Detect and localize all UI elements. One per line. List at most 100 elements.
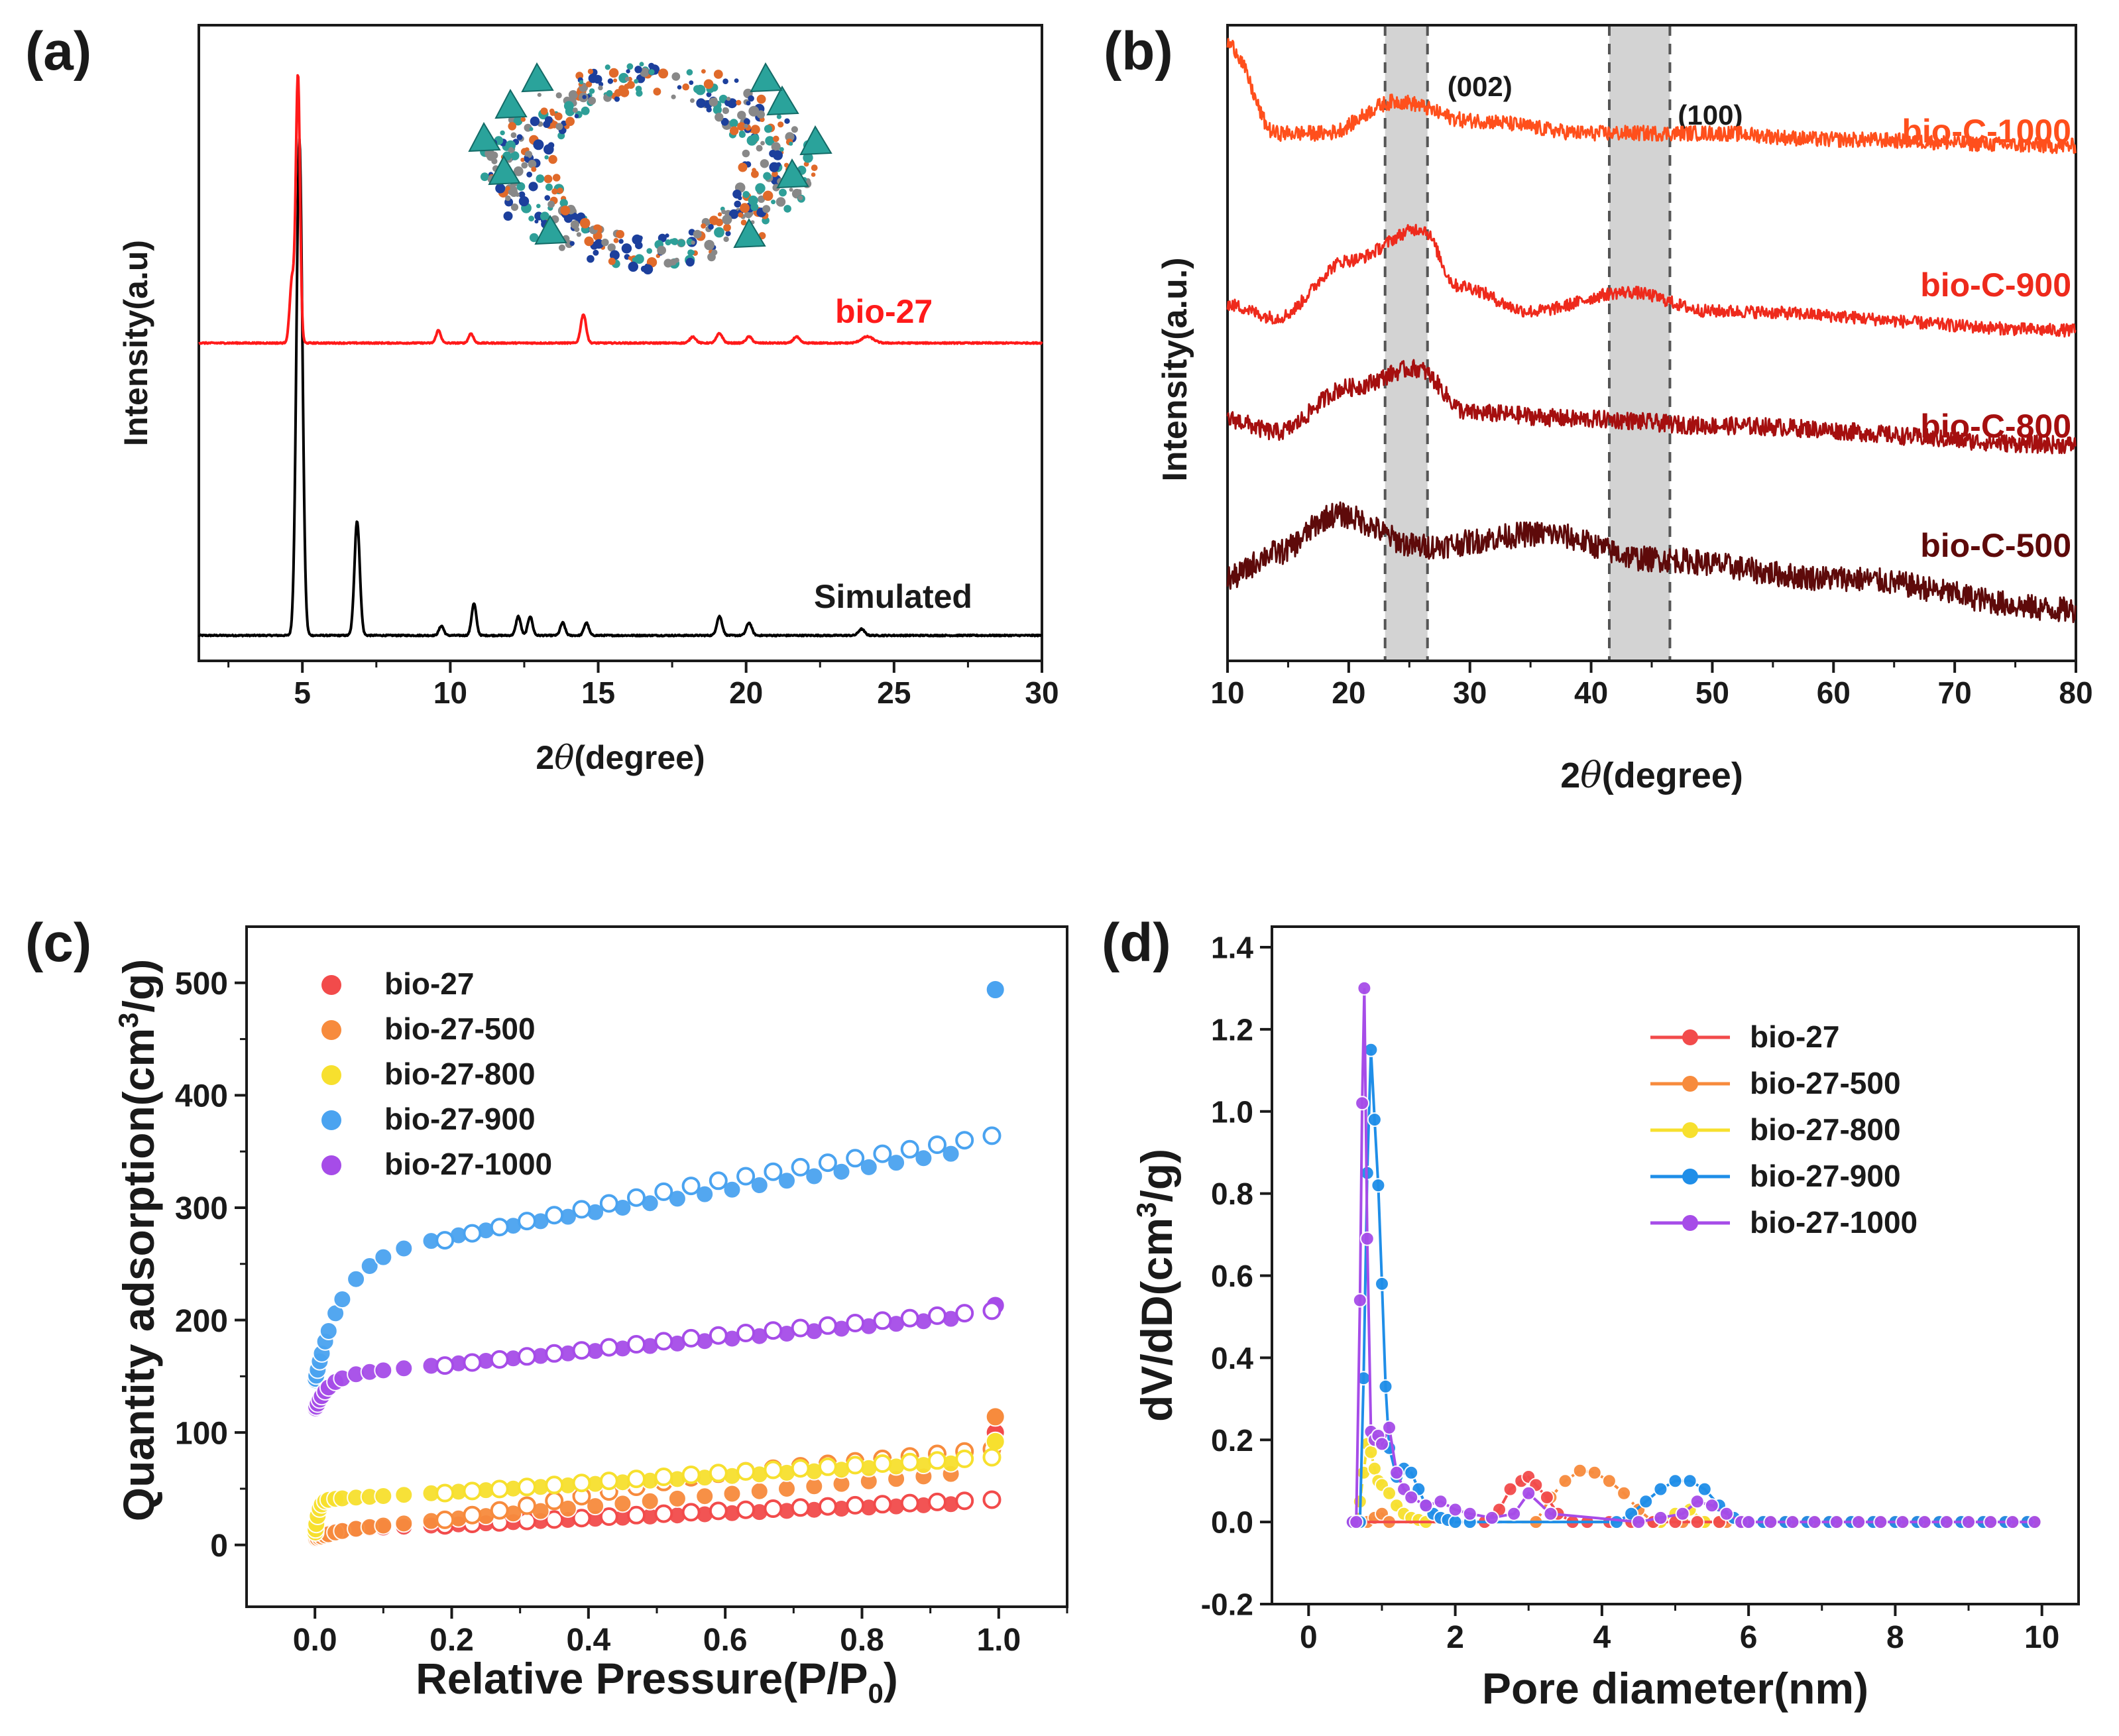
b-x-tick-label: 70 (1938, 675, 1972, 710)
a-inset-atom (608, 68, 619, 78)
c-point-adsorption-bio-27-900 (887, 1153, 906, 1173)
panel-d-pore-distribution: (d) 0 2 4 6 8 10 -0.2 0.0 0.2 0.4 0.6 0.8 1.0 1.2 1.4 Po… (1102, 913, 2080, 1713)
c-point-adsorption-bio-27-900 (394, 1239, 414, 1258)
a-inset-atom (658, 233, 667, 243)
c-point-desorption-bio-27-900 (463, 1224, 482, 1243)
a-inset-atom (639, 62, 644, 67)
a-inset-atom (531, 166, 537, 172)
c-point-desorption-bio-27-800 (545, 1476, 564, 1495)
c-point-desorption-bio-27-900 (627, 1188, 646, 1207)
d-y-label-main: dV/dD(cm (1132, 1218, 1181, 1422)
a-inset-atom (632, 234, 642, 245)
c-point-adsorption-bio-27-500 (613, 1494, 632, 1513)
a-inset-atom (690, 98, 695, 103)
a-inset-atom (593, 75, 602, 84)
a-inset-atom (685, 257, 695, 267)
c-point-desorption-bio-27-900 (654, 1182, 673, 1201)
a-inset-atom (526, 171, 532, 178)
b-x-tick-label: 20 (1332, 675, 1365, 710)
a-inset-atom (500, 130, 505, 136)
a-inset-atom (520, 157, 525, 162)
c-point-desorption-bio-27-900 (900, 1139, 919, 1159)
c-point-adsorption-bio-27-900 (777, 1171, 796, 1190)
d-point-bio-27-1000 (1433, 1494, 1448, 1509)
c-point-adsorption-bio-27-500 (750, 1481, 769, 1501)
b-band-label-100: (100) (1678, 99, 1743, 131)
d-point-bio-27-1000 (1939, 1515, 1954, 1530)
a-inset-atom (760, 159, 770, 168)
a-inset-atom (565, 117, 575, 127)
a-inset-polyhedron (750, 62, 783, 93)
panel-c-n2-isotherm: (c) 0.0 0.2 0.4 0.6 0.8 1.0 0 100 200 300 400 500 Rel… (25, 913, 1068, 1709)
a-inset-atom (722, 214, 732, 225)
a-inset-atom (657, 245, 666, 255)
c-point-desorption-bio-27-500 (545, 1491, 564, 1511)
a-inset-atom (784, 118, 790, 124)
c-point-desorption-bio-27 (627, 1505, 646, 1525)
d-point-bio-27-500 (1617, 1485, 1632, 1501)
c-point-desorption-bio-27-800 (572, 1474, 591, 1493)
d-point-bio-27-1000 (1355, 1096, 1370, 1111)
c-x-tick-label: 0.4 (566, 1623, 610, 1658)
d-point-bio-27-1000 (2005, 1515, 2020, 1530)
c-point-desorption-bio-27-900 (435, 1231, 455, 1250)
d-point-bio-27-1000 (1389, 1465, 1404, 1480)
a-inset-polyhedron (468, 121, 501, 152)
a-inset-atom (671, 94, 676, 99)
a-inset-atom (771, 200, 776, 205)
b-series-line-bio-c-800 (1226, 359, 2077, 455)
d-point-bio-27-1000 (1785, 1515, 1800, 1530)
a-inset-atom (593, 225, 599, 231)
a-inset-polyhedron (766, 85, 799, 116)
a-inset-atom (528, 215, 534, 222)
panel-label-b: (b) (1104, 21, 1173, 82)
c-point-desorption-bio-27-500 (518, 1496, 536, 1515)
c-point-desorption-bio-27-800 (463, 1481, 482, 1501)
a-inset-atom (593, 249, 599, 256)
a-inset-atom (628, 261, 638, 272)
c-y-label-close: /g) (114, 959, 163, 1013)
a-inset-atom (744, 123, 748, 129)
d-point-bio-27-800 (1382, 1485, 1397, 1501)
c-point-desorption-bio-27 (955, 1491, 974, 1511)
a-inset-atom (691, 240, 695, 245)
a-inset-atom (678, 239, 685, 247)
d-legend-marker-bio-27-500 (1682, 1076, 1698, 1092)
c-point-adsorption-bio-27-900 (914, 1149, 933, 1168)
a-inset-atom (687, 249, 695, 257)
c-point-desorption-bio-27-800 (709, 1464, 728, 1483)
c-point-desorption-bio-27-1000 (599, 1338, 618, 1357)
a-inset-atom (740, 219, 747, 226)
d-point-bio-27-500 (1572, 1463, 1587, 1478)
c-point-desorption-bio-27 (599, 1507, 618, 1526)
c-point-desorption-bio-27-900 (572, 1200, 591, 1219)
c-point-desorption-bio-27 (709, 1501, 728, 1521)
a-inset-atom (789, 188, 793, 192)
a-inset-atom (750, 203, 759, 211)
d-x-tick-label: 4 (1593, 1620, 1611, 1655)
panel-label-c: (c) (25, 913, 91, 973)
c-point-desorption-bio-27-800 (764, 1460, 783, 1479)
c-point-desorption-bio-27-1000 (654, 1332, 673, 1351)
c-point-desorption-bio-27-800 (928, 1451, 946, 1470)
d-point-bio-27-1000 (1719, 1506, 1734, 1521)
a-inset-atom (737, 111, 746, 120)
a-inset-atom (480, 172, 489, 182)
b-x-label-theta: θ (1580, 754, 1602, 796)
c-point-desorption-bio-27-800 (736, 1462, 756, 1481)
a-inset-atom (624, 76, 630, 82)
d-y-tick-label: 1.4 (1211, 931, 1253, 965)
a-inset-atom (642, 264, 654, 274)
a-inset-atom (520, 117, 526, 122)
c-point-desorption-bio-27 (982, 1490, 1002, 1509)
a-inset-atom (510, 188, 518, 198)
d-point-bio-27-900 (1375, 1276, 1389, 1291)
b-series-line-bio-c-900 (1226, 223, 2077, 338)
a-inset-atom (548, 154, 557, 164)
a-inset-atom (736, 99, 742, 105)
d-x-axis-label: Pore diameter(nm) (1482, 1664, 1868, 1713)
d-y-tick-label: 0.2 (1211, 1423, 1253, 1458)
d-point-bio-27-1000 (1675, 1506, 1690, 1521)
a-inset-atom (547, 142, 555, 148)
a-inset-atom (513, 116, 523, 126)
